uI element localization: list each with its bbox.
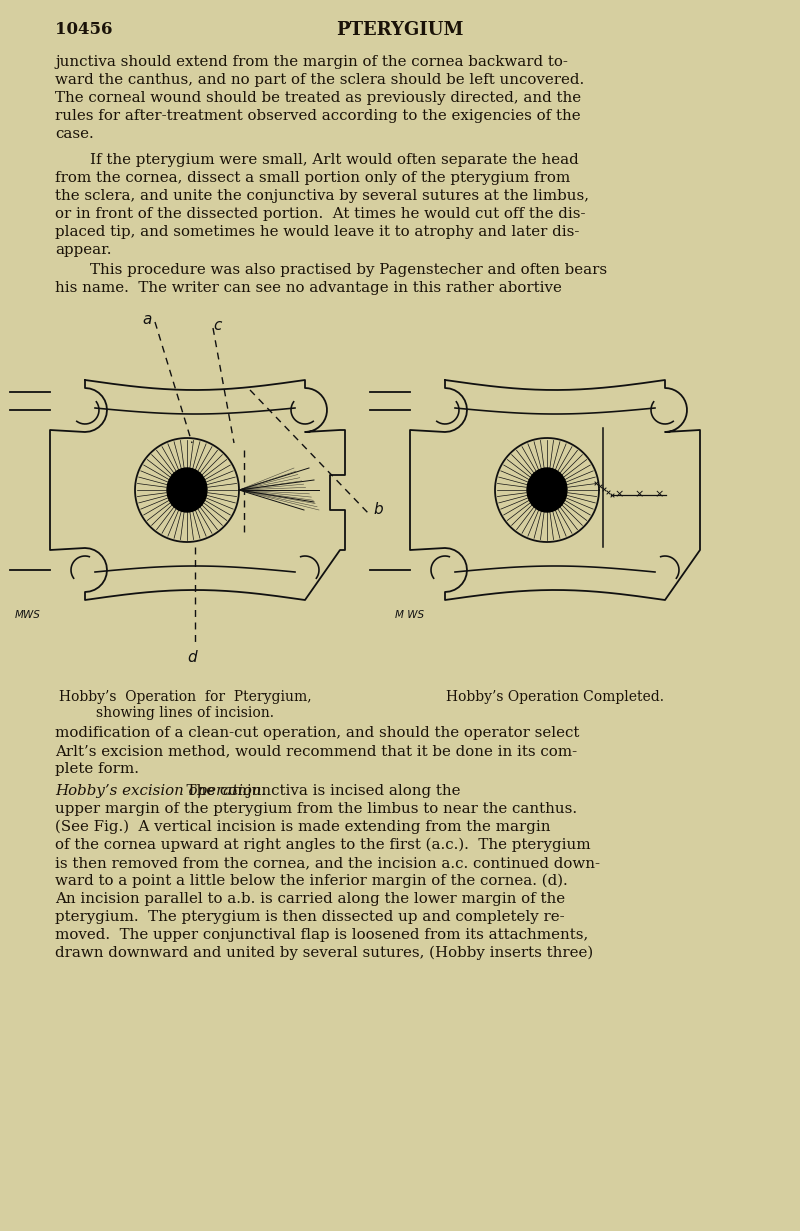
Text: c: c (213, 318, 221, 334)
Text: junctiva should extend from the margin of the cornea backward to-: junctiva should extend from the margin o… (55, 55, 568, 69)
Text: d: d (187, 650, 197, 665)
Ellipse shape (527, 468, 567, 512)
Text: showing lines of incision.: showing lines of incision. (96, 707, 274, 720)
Text: The conjunctiva is incised along the: The conjunctiva is incised along the (177, 784, 460, 798)
Text: a: a (142, 311, 152, 327)
Text: PTERYGIUM: PTERYGIUM (336, 21, 464, 39)
Text: his name.  The writer can see no advantage in this rather abortive: his name. The writer can see no advantag… (55, 281, 562, 295)
Text: plete form.: plete form. (55, 762, 139, 776)
Text: (See Fig.)  A vertical incision is made extending from the margin: (See Fig.) A vertical incision is made e… (55, 820, 550, 835)
Text: moved.  The upper conjunctival flap is loosened from its attachments,: moved. The upper conjunctival flap is lo… (55, 928, 588, 942)
Text: M WS: M WS (395, 611, 424, 620)
Text: case.: case. (55, 127, 94, 142)
Text: is then removed from the cornea, and the incision a.c. continued down-: is then removed from the cornea, and the… (55, 856, 600, 870)
Text: Hobby’s  Operation  for  Pterygium,: Hobby’s Operation for Pterygium, (58, 691, 311, 704)
Text: If the pterygium were small, Arlt would often separate the head: If the pterygium were small, Arlt would … (90, 153, 578, 167)
Text: ×: × (654, 489, 664, 499)
Text: Arlt’s excision method, would recommend that it be done in its com-: Arlt’s excision method, would recommend … (55, 744, 577, 758)
Text: An incision parallel to a.b. is carried along the lower margin of the: An incision parallel to a.b. is carried … (55, 892, 565, 906)
Text: ×: × (614, 489, 624, 499)
Text: appear.: appear. (55, 243, 111, 257)
Text: Hobby’s excision operation.: Hobby’s excision operation. (55, 784, 266, 798)
Text: drawn downward and united by several sutures, (Hobby inserts three): drawn downward and united by several sut… (55, 945, 593, 960)
Text: Hobby’s Operation Completed.: Hobby’s Operation Completed. (446, 691, 664, 704)
Text: or in front of the dissected portion.  At times he would cut off the dis-: or in front of the dissected portion. At… (55, 207, 586, 222)
Text: modification of a clean-cut operation, and should the operator select: modification of a clean-cut operation, a… (55, 726, 579, 740)
Text: ×: × (634, 489, 644, 499)
Text: pterygium.  The pterygium is then dissected up and completely re-: pterygium. The pterygium is then dissect… (55, 910, 565, 924)
Text: This procedure was also practised by Pagenstecher and often bears: This procedure was also practised by Pag… (90, 263, 607, 277)
Text: of the cornea upward at right angles to the first (a.c.).  The pterygium: of the cornea upward at right angles to … (55, 838, 590, 852)
Text: 10456: 10456 (55, 21, 113, 38)
Text: The corneal wound should be treated as previously directed, and the: The corneal wound should be treated as p… (55, 91, 581, 105)
Ellipse shape (167, 468, 207, 512)
Text: ward to a point a little below the inferior margin of the cornea. (d).: ward to a point a little below the infer… (55, 874, 568, 889)
Text: upper margin of the pterygium from the limbus to near the canthus.: upper margin of the pterygium from the l… (55, 803, 577, 816)
Text: the sclera, and unite the conjunctiva by several sutures at the limbus,: the sclera, and unite the conjunctiva by… (55, 190, 589, 203)
Text: b: b (373, 502, 382, 517)
Text: placed tip, and sometimes he would leave it to atrophy and later dis-: placed tip, and sometimes he would leave… (55, 225, 579, 239)
Text: from the cornea, dissect a small portion only of the pterygium from: from the cornea, dissect a small portion… (55, 171, 570, 185)
Text: ward the canthus, and no part of the sclera should be left uncovered.: ward the canthus, and no part of the scl… (55, 73, 584, 87)
Text: rules for after-treatment observed according to the exigencies of the: rules for after-treatment observed accor… (55, 110, 581, 123)
Text: MWS: MWS (15, 611, 41, 620)
